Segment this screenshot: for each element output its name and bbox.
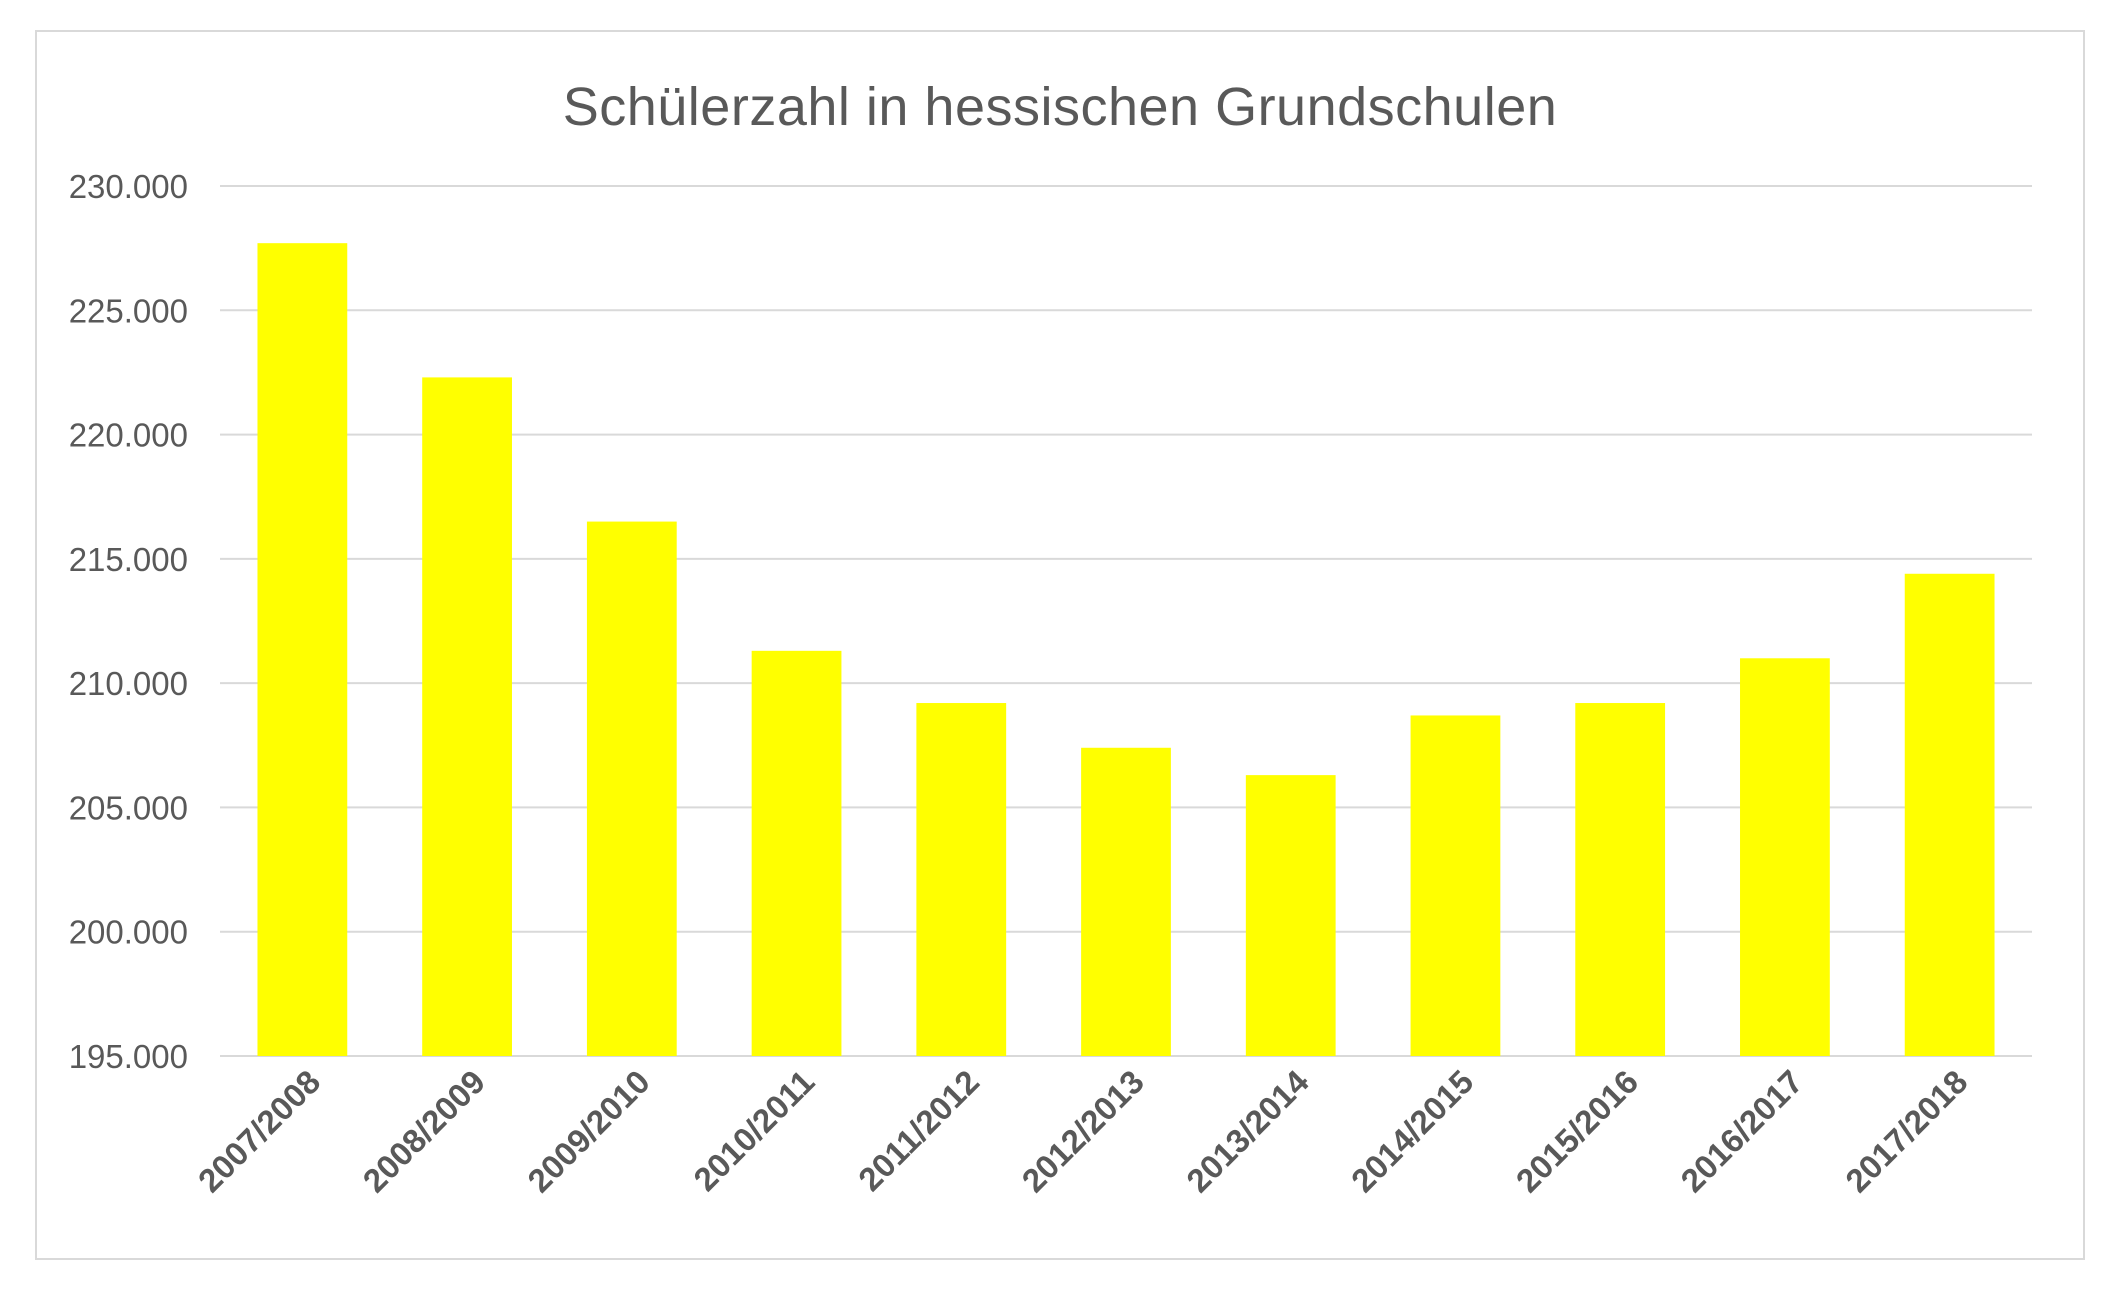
bar-2010-2011 bbox=[751, 650, 842, 1056]
x-category-label: 2012/2013 bbox=[1014, 1063, 1150, 1199]
x-category-label: 2013/2014 bbox=[1179, 1062, 1316, 1199]
x-category-label: 2017/2018 bbox=[1838, 1063, 1974, 1199]
y-axis-tick-labels: 195.000 200.000 205.000 210.000 215.000 220.0… bbox=[69, 168, 188, 1075]
bar-2011-2012 bbox=[916, 703, 1007, 1056]
x-axis-category-labels: 2007/2008 2008/2009 2009/2010 2010/2011 2011… bbox=[191, 1062, 1975, 1199]
bar-2008-2009 bbox=[422, 377, 512, 1056]
bar-2015-2016 bbox=[1575, 703, 1666, 1056]
y-tick-label: 195.000 bbox=[69, 1038, 188, 1075]
y-tick-label: 205.000 bbox=[69, 789, 188, 826]
bar-2013-2014 bbox=[1245, 775, 1336, 1056]
y-tick-label: 200.000 bbox=[69, 914, 188, 951]
x-category-label: 2015/2016 bbox=[1509, 1063, 1645, 1199]
x-category-label: 2010/2011 bbox=[686, 1063, 821, 1198]
y-tick-label: 230.000 bbox=[69, 168, 188, 205]
chart-title: Schülerzahl in hessischen Grundschulen bbox=[562, 77, 1558, 137]
bar-2017-2018 bbox=[1904, 573, 1995, 1056]
x-category-label: 2009/2010 bbox=[520, 1063, 656, 1199]
x-category-label: 2008/2009 bbox=[356, 1063, 492, 1199]
bars bbox=[257, 243, 1995, 1056]
bar-2007-2008 bbox=[257, 243, 348, 1056]
bar-2014-2015 bbox=[1410, 715, 1501, 1056]
x-category-label: 2016/2017 bbox=[1673, 1063, 1809, 1199]
bar-2012-2013 bbox=[1081, 747, 1171, 1056]
x-category-label: 2011/2012 bbox=[851, 1063, 986, 1198]
bar-2016-2017 bbox=[1740, 658, 1830, 1056]
x-category-label: 2007/2008 bbox=[191, 1063, 327, 1199]
y-tick-label: 220.000 bbox=[69, 417, 188, 454]
bar-2009-2010 bbox=[586, 521, 677, 1056]
y-tick-label: 210.000 bbox=[69, 665, 188, 702]
y-tick-label: 225.000 bbox=[69, 292, 188, 329]
x-category-label: 2014/2015 bbox=[1344, 1063, 1480, 1199]
y-tick-label: 215.000 bbox=[69, 541, 188, 578]
